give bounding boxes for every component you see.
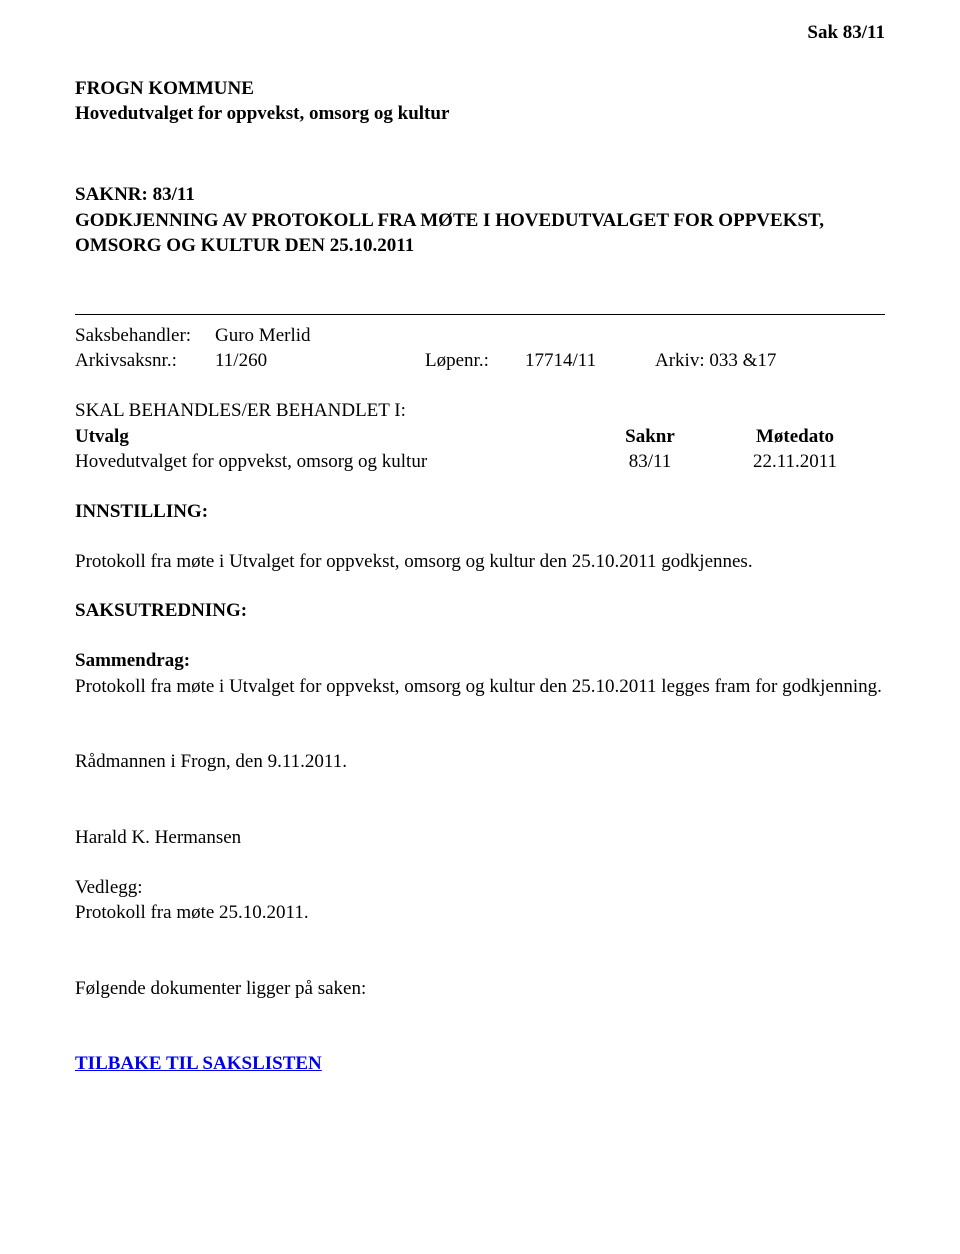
- committee-name: Hovedutvalget for oppvekst, omsorg og ku…: [75, 101, 885, 127]
- radmann-signature: Rådmannen i Frogn, den 9.11.2011.: [75, 749, 885, 775]
- vedlegg-text: Protokoll fra møte 25.10.2011.: [75, 900, 885, 926]
- utvalg-header-row: Utvalg Saknr Møtedato: [75, 424, 885, 450]
- saknr-block: SAKNR: 83/11 GODKJENNING AV PROTOKOLL FR…: [75, 182, 885, 259]
- row-motedato: 22.11.2011: [735, 449, 855, 475]
- arkivsaksnr-label: Arkivsaksnr.:: [75, 348, 215, 374]
- treat-heading: SKAL BEHANDLES/ER BEHANDLET I:: [75, 398, 885, 424]
- innstilling-heading: INNSTILLING:: [75, 499, 885, 525]
- sammendrag-block: Sammendrag: Protokoll fra møte i Utvalge…: [75, 648, 885, 699]
- case-info-section: Saksbehandler: Guro Merlid Arkivsaksnr.:…: [75, 314, 885, 475]
- documents-line: Følgende dokumenter ligger på saken:: [75, 976, 885, 1002]
- innstilling-text: Protokoll fra møte i Utvalget for oppvek…: [75, 549, 885, 575]
- saknr-line1: SAKNR: 83/11: [75, 182, 885, 208]
- case-number-header: Sak 83/11: [75, 20, 885, 46]
- utvalg-data-row: Hovedutvalget for oppvekst, omsorg og ku…: [75, 449, 885, 475]
- case-number-text: Sak 83/11: [807, 22, 885, 43]
- signer-name: Harald K. Hermansen: [75, 825, 885, 851]
- organization-block: FROGN KOMMUNE Hovedutvalget for oppvekst…: [75, 76, 885, 127]
- row-utvalg: Hovedutvalget for oppvekst, omsorg og ku…: [75, 449, 565, 475]
- arkiv-label-value: Arkiv: 033 &17: [655, 348, 776, 374]
- sammendrag-text: Protokoll fra møte i Utvalget for oppvek…: [75, 674, 885, 700]
- back-to-case-list-link[interactable]: TILBAKE TIL SAKSLISTEN: [75, 1051, 322, 1077]
- org-name: FROGN KOMMUNE: [75, 76, 885, 102]
- vedlegg-block: Vedlegg: Protokoll fra møte 25.10.2011.: [75, 875, 885, 926]
- header-utvalg: Utvalg: [75, 424, 565, 450]
- saksbehandler-value: Guro Merlid: [215, 323, 311, 349]
- sammendrag-label: Sammendrag:: [75, 648, 885, 674]
- header-saknr: Saknr: [565, 424, 735, 450]
- saknr-line2: GODKJENNING AV PROTOKOLL FRA MØTE I HOVE…: [75, 208, 885, 259]
- header-motedato: Møtedato: [735, 424, 855, 450]
- saksutredning-heading: SAKSUTREDNING:: [75, 598, 885, 624]
- arkiv-label: Arkiv:: [655, 350, 705, 371]
- arkiv-row: Arkivsaksnr.: 11/260 Løpenr.: 17714/11 A…: [75, 348, 885, 374]
- saksbehandler-label: Saksbehandler:: [75, 323, 215, 349]
- lopenr-value: 17714/11: [525, 348, 655, 374]
- arkivsaksnr-value: 11/260: [215, 348, 425, 374]
- arkiv-value: 033 &17: [709, 350, 776, 371]
- vedlegg-label: Vedlegg:: [75, 875, 885, 901]
- saksbehandler-row: Saksbehandler: Guro Merlid: [75, 323, 885, 349]
- lopenr-label: Løpenr.:: [425, 348, 525, 374]
- row-saknr: 83/11: [565, 449, 735, 475]
